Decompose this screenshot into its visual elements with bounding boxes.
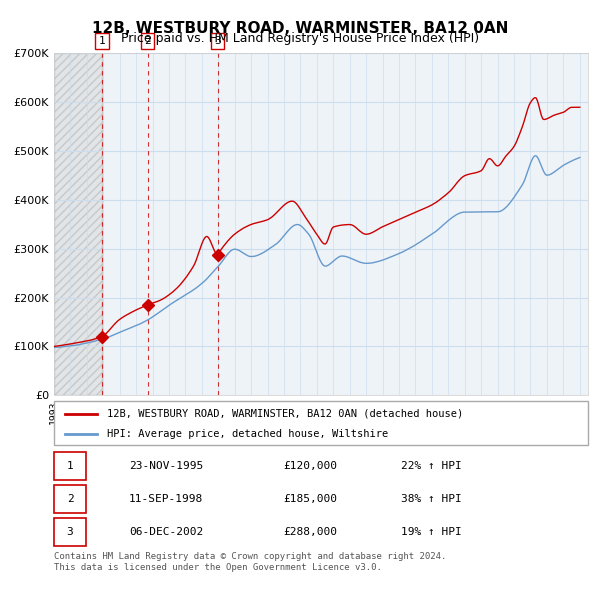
- Text: Contains HM Land Registry data © Crown copyright and database right 2024.
This d: Contains HM Land Registry data © Crown c…: [54, 552, 446, 572]
- FancyBboxPatch shape: [54, 53, 102, 395]
- Text: 1: 1: [98, 36, 105, 46]
- Text: 12B, WESTBURY ROAD, WARMINSTER, BA12 0AN: 12B, WESTBURY ROAD, WARMINSTER, BA12 0AN: [92, 21, 508, 35]
- Text: 23-NOV-1995: 23-NOV-1995: [129, 461, 203, 471]
- Text: 2: 2: [67, 494, 73, 504]
- Text: 1: 1: [67, 461, 73, 471]
- FancyBboxPatch shape: [54, 486, 86, 513]
- Bar: [54, 53, 102, 395]
- Text: 3: 3: [67, 527, 73, 537]
- Text: 38% ↑ HPI: 38% ↑ HPI: [401, 494, 462, 504]
- FancyBboxPatch shape: [54, 519, 86, 546]
- Text: Price paid vs. HM Land Registry's House Price Index (HPI): Price paid vs. HM Land Registry's House …: [121, 32, 479, 45]
- Text: £288,000: £288,000: [284, 527, 338, 537]
- Text: £185,000: £185,000: [284, 494, 338, 504]
- Text: 11-SEP-1998: 11-SEP-1998: [129, 494, 203, 504]
- FancyBboxPatch shape: [54, 453, 86, 480]
- Text: 3: 3: [214, 36, 221, 46]
- Text: 19% ↑ HPI: 19% ↑ HPI: [401, 527, 462, 537]
- Text: HPI: Average price, detached house, Wiltshire: HPI: Average price, detached house, Wilt…: [107, 430, 389, 440]
- Text: 2: 2: [145, 36, 151, 46]
- Text: 06-DEC-2002: 06-DEC-2002: [129, 527, 203, 537]
- Text: 22% ↑ HPI: 22% ↑ HPI: [401, 461, 462, 471]
- Text: 12B, WESTBURY ROAD, WARMINSTER, BA12 0AN (detached house): 12B, WESTBURY ROAD, WARMINSTER, BA12 0AN…: [107, 409, 464, 418]
- FancyBboxPatch shape: [54, 401, 588, 445]
- Text: £120,000: £120,000: [284, 461, 338, 471]
